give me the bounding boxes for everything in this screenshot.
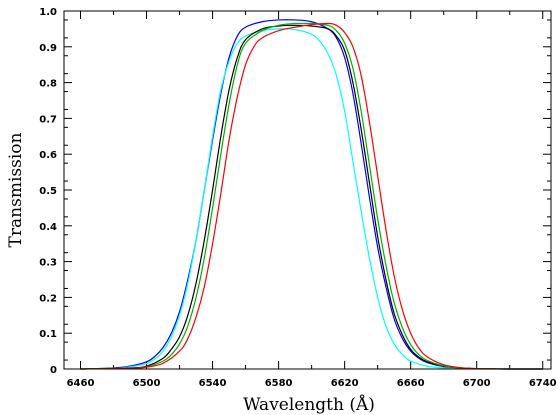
x-tick-labels: 6460 6500 6540 6580 6620 6660 6700 6740	[67, 378, 556, 389]
y-tick-label: 0.3	[39, 258, 57, 269]
y-tick-label: 0.5	[39, 186, 57, 197]
y-tick-label: 0.2	[39, 293, 57, 304]
y-axis-title: Transmission	[6, 133, 26, 248]
x-tick-label: 6700	[463, 378, 491, 389]
x-tick-label: 6580	[265, 378, 293, 389]
x-tick-label: 6660	[397, 378, 425, 389]
y-tick-label: 0	[50, 365, 57, 376]
plot-frame	[63, 10, 552, 370]
series-line-2	[80, 28, 543, 370]
y-tick-label: 0.7	[39, 114, 57, 125]
x-tick-label: 6540	[199, 378, 227, 389]
y-tick-label: 0.8	[39, 79, 57, 90]
series-line-5	[80, 22, 543, 370]
x-tick-label: 6620	[331, 378, 359, 389]
series-line-3	[80, 24, 543, 370]
y-tick-label: 1.0	[39, 7, 57, 18]
series-layer	[80, 19, 543, 370]
y-tick-label: 0.9	[39, 43, 57, 54]
y-tick-label: 0.6	[39, 150, 57, 161]
major-ticks	[64, 10, 551, 370]
y-tick-labels: 0 0.1 0.2 0.3 0.4 0.5 0.6 0.7 0.8 0.9 1.0	[39, 7, 57, 376]
x-tick-label: 6460	[67, 378, 95, 389]
series-line-1	[80, 19, 543, 370]
minor-ticks	[64, 11, 551, 369]
series-line-4	[80, 22, 543, 370]
y-tick-label: 0.1	[39, 329, 57, 340]
x-axis-title: Wavelength (Å)	[243, 394, 375, 415]
y-tick-label: 0.4	[39, 222, 57, 233]
x-tick-label: 6740	[529, 378, 556, 389]
x-tick-label: 6500	[133, 378, 161, 389]
